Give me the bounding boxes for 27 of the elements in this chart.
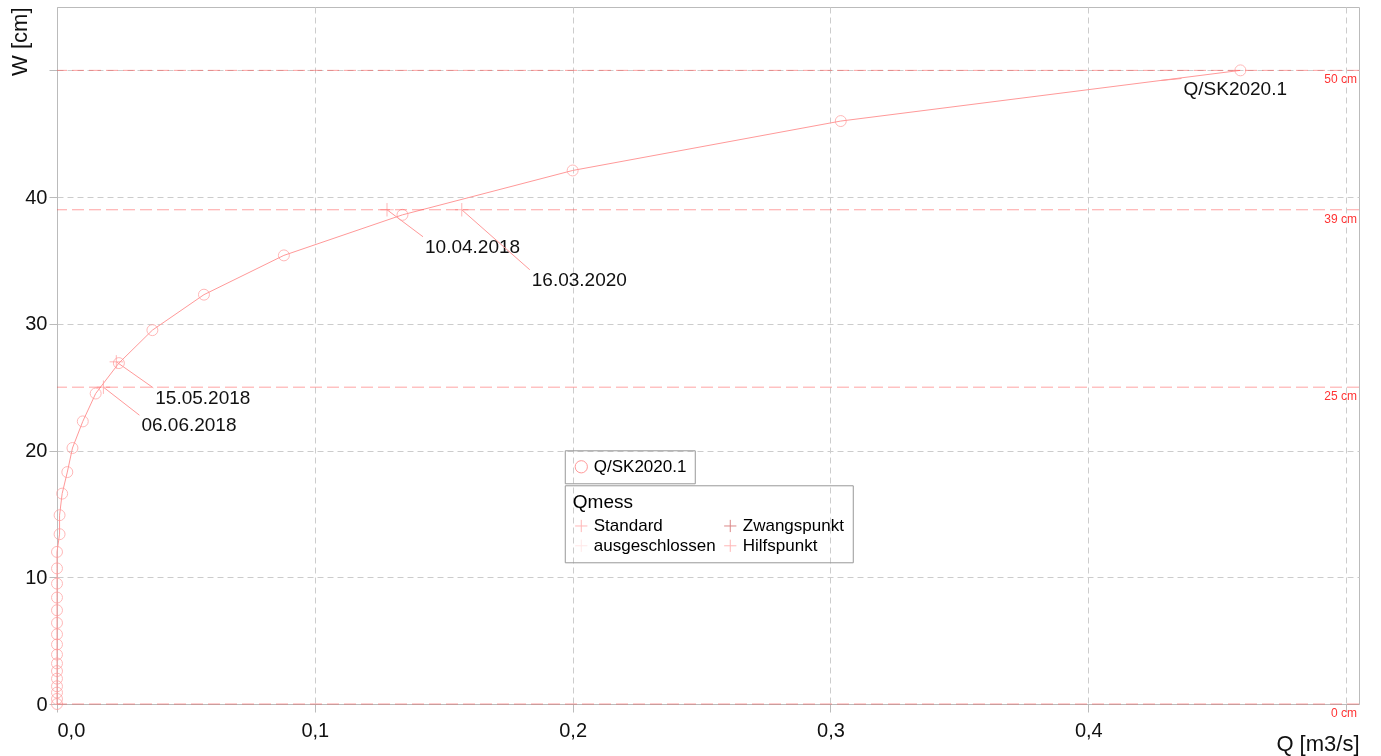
y-tick-label: 30 [25, 312, 48, 335]
legend-label: Q/SK2020.1 [593, 456, 687, 476]
x-axis-title: Q [m3/s] [1276, 730, 1360, 756]
x-tick-label: 0,2 [559, 718, 588, 741]
x-tick-label: 0,0 [57, 718, 86, 741]
ref-line-label: 25 cm [1324, 389, 1357, 404]
annotation: 06.06.2018 [141, 414, 237, 436]
annotation: 16.03.2020 [531, 268, 627, 290]
ref-line-label: 39 cm [1324, 211, 1357, 226]
y-tick-label: 10 [25, 565, 48, 588]
y-tick-label: 20 [25, 439, 48, 462]
annotation: 10.04.2018 [425, 235, 521, 257]
x-tick-label: 0,3 [817, 718, 845, 741]
legend-label: Standard [593, 515, 663, 535]
legend-label: ausgeschlossen [593, 535, 716, 555]
x-tick-label: 0,4 [1074, 718, 1103, 741]
legend-title: Qmess [572, 491, 633, 513]
y-axis-title: W [cm] [6, 7, 32, 76]
annotation: 15.05.2018 [155, 386, 251, 408]
legend-label: Zwangspunkt [742, 515, 845, 535]
y-tick-label: 40 [25, 185, 48, 208]
x-tick-label: 0,1 [301, 718, 330, 741]
ref-line-label: 50 cm [1324, 72, 1357, 87]
annotation: Q/SK2020.1 [1183, 77, 1288, 99]
ref-line-label: 0 cm [1330, 706, 1357, 720]
y-tick-label: 0 [36, 692, 48, 715]
legend-label: Hilfspunkt [742, 535, 818, 555]
